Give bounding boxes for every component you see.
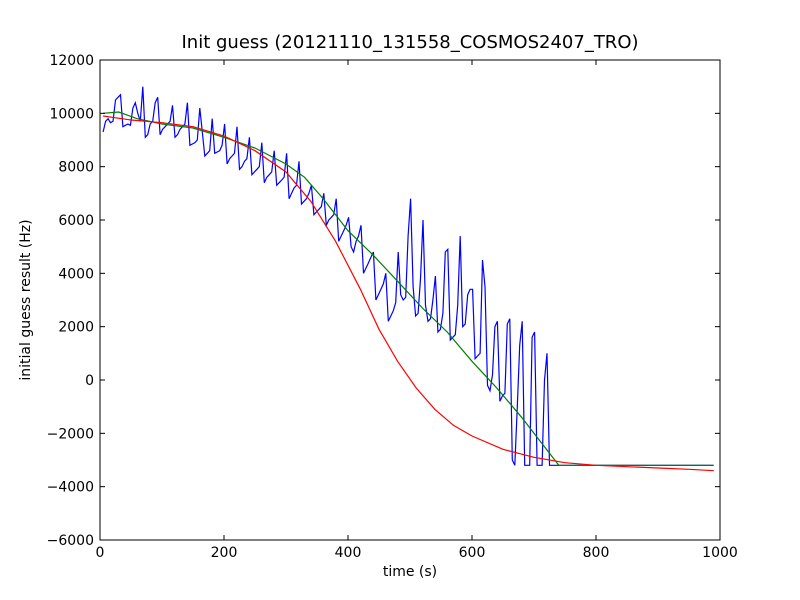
y-tick-label: 12000 <box>49 53 94 69</box>
y-axis: −6000 −4000 −2000 0 2000 4000 6000 8000 10000 120… <box>47 53 720 549</box>
series-line-2 <box>103 115 714 472</box>
x-tick-label: 1000 <box>702 545 738 561</box>
chart-title: Init guess (20121110_131558_COSMOS2407_T… <box>181 32 638 53</box>
y-tick-label: 4000 <box>58 266 94 282</box>
y-tick-label: 8000 <box>58 160 94 176</box>
y-tick-label: −4000 <box>47 480 94 496</box>
x-tick-label: 800 <box>583 545 610 561</box>
x-tick-label: 0 <box>96 545 105 561</box>
y-tick-label: 10000 <box>49 106 94 122</box>
x-tick-label: 200 <box>211 545 238 561</box>
y-tick-label: −2000 <box>47 426 94 442</box>
y-tick-label: 6000 <box>58 213 94 229</box>
series-layer <box>102 86 714 472</box>
plot-frame <box>99 59 721 541</box>
x-axis: 0 200 400 600 800 1000 <box>96 60 738 561</box>
y-tick-label: 2000 <box>58 320 94 336</box>
x-tick-label: 400 <box>335 545 362 561</box>
y-axis-label: initial guess result (Hz) <box>18 219 34 380</box>
x-axis-label: time (s) <box>383 564 437 580</box>
y-tick-label: 0 <box>85 373 94 389</box>
x-tick-label: 600 <box>459 545 486 561</box>
y-tick-label: −6000 <box>47 533 94 549</box>
